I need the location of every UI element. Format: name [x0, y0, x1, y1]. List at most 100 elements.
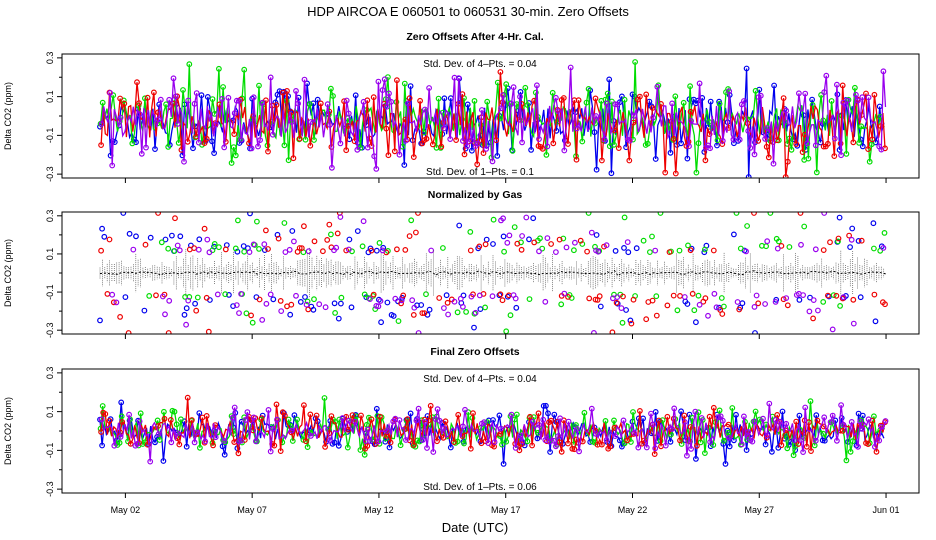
data-point-gas-2: [256, 245, 262, 252]
data-point-gas-1: [390, 313, 397, 319]
data-point-gas-3: [575, 97, 582, 104]
data-point-gas-1: [534, 435, 541, 442]
data-point-gas-3: [155, 109, 162, 116]
data-point-gas-1: [762, 441, 769, 448]
data-point-gas-4: [800, 449, 806, 456]
data-point-gas-3: [839, 427, 846, 434]
panels: Zero Offsets After 4-Hr. Cal. 0.3 0.1 -0.1 -…: [3, 31, 920, 515]
data-point-gas-4: [542, 298, 549, 305]
data-point-gas-2: [702, 450, 708, 457]
data-point-gas-3: [814, 417, 821, 424]
data-point-gas-4: [506, 232, 513, 239]
data-point-gas-4: [293, 292, 299, 299]
data-point-gas-4: [445, 311, 452, 318]
data-point-gas-2: [621, 96, 628, 103]
data-point-gas-3: [326, 221, 333, 228]
data-point-gas-4: [880, 244, 887, 251]
data-point-gas-1: [608, 170, 615, 177]
data-point-gas-3: [793, 418, 800, 425]
data-point-gas-1: [859, 143, 866, 150]
data-point-gas-1: [302, 294, 308, 300]
data-point-gas-3: [277, 298, 284, 304]
data-point-gas-1: [621, 244, 627, 251]
data-point-gas-4: [388, 98, 395, 105]
data-point-gas-4: [485, 440, 492, 447]
data-point-gas-3: [751, 212, 757, 216]
data-point-gas-1: [118, 399, 125, 406]
data-point-gas-4: [844, 97, 851, 104]
data-point-gas-2: [165, 245, 172, 252]
data-point-gas-3: [117, 95, 123, 102]
data-point-gas-4: [360, 218, 367, 225]
data-point-gas-1: [813, 412, 820, 419]
data-point-gas-1: [152, 439, 158, 446]
data-point-gas-1: [441, 95, 448, 102]
data-point-gas-4: [802, 404, 809, 411]
data-point-gas-4: [364, 426, 371, 433]
data-point-gas-1: [752, 330, 758, 334]
y-tick-label: 0.3: [45, 210, 55, 223]
data-point-gas-4: [823, 72, 830, 79]
data-point-gas-4: [367, 296, 373, 303]
data-point-gas-4: [267, 291, 274, 298]
y-tick-label: -0.1: [45, 443, 55, 459]
data-point-gas-2: [571, 247, 577, 254]
data-point-gas-4: [626, 137, 633, 144]
data-point-gas-1: [281, 88, 287, 95]
data-point-gas-4: [219, 95, 226, 102]
data-point-gas-4: [130, 246, 137, 253]
data-point-gas-4: [255, 143, 261, 150]
series-line-gas-4: [100, 67, 887, 170]
data-point-gas-4: [804, 140, 811, 147]
data-point-gas-4: [643, 444, 650, 451]
y-tick-label: -0.1: [45, 284, 55, 300]
data-point-gas-3: [531, 239, 538, 246]
data-point-gas-4: [536, 136, 542, 143]
data-point-gas-2: [560, 235, 567, 242]
data-point-gas-4: [812, 437, 819, 444]
data-point-gas-4: [872, 443, 878, 450]
data-point-gas-3: [846, 232, 852, 239]
data-point-gas-3: [725, 421, 732, 428]
data-point-gas-4: [751, 418, 758, 425]
data-point-gas-4: [766, 400, 773, 407]
data-point-gas-3: [858, 237, 865, 244]
data-point-gas-1: [593, 166, 600, 173]
data-point-gas-3: [117, 314, 123, 320]
data-point-gas-1: [809, 96, 815, 103]
series-line-gas-2: [99, 61, 885, 173]
data-point-gas-2: [581, 409, 588, 416]
data-point-gas-2: [733, 212, 740, 216]
data-point-gas-2: [215, 65, 222, 72]
y-axis-label: Delta CO2 (ppm): [3, 239, 13, 307]
data-point-gas-4: [434, 406, 441, 413]
data-point-gas-4: [791, 437, 798, 444]
data-point-gas-3: [482, 241, 489, 248]
data-point-gas-4: [654, 83, 661, 90]
data-point-gas-4: [136, 418, 143, 425]
panel-2: Normalized by Gas 0.3 0.1 -0.1 -0.3 Delta CO2…: [3, 189, 920, 339]
data-point-gas-2: [196, 444, 203, 451]
data-point-gas-2: [372, 306, 379, 313]
data-point-gas-2: [209, 96, 216, 102]
data-point-gas-3: [398, 300, 405, 307]
data-point-gas-4: [500, 215, 507, 222]
data-point-gas-1: [743, 65, 750, 72]
data-point-gas-1: [97, 317, 103, 324]
data-point-gas-3: [643, 316, 650, 323]
data-point-gas-3: [573, 156, 580, 163]
data-point-gas-3: [370, 291, 377, 298]
data-point-gas-2: [330, 93, 336, 99]
data-point-gas-4: [381, 76, 388, 83]
x-tick-label: May 02: [111, 505, 141, 515]
data-point-gas-1: [547, 449, 553, 455]
panel-1: Zero Offsets After 4-Hr. Cal. 0.3 0.1 -0.1 -…: [3, 31, 920, 183]
data-point-gas-2: [243, 310, 250, 317]
data-point-gas-4: [747, 144, 754, 151]
data-point-gas-2: [695, 140, 702, 147]
data-point-gas-4: [734, 299, 741, 305]
data-point-gas-4: [455, 75, 462, 81]
data-point-gas-4: [603, 437, 610, 443]
data-point-gas-3: [263, 227, 269, 234]
data-point-gas-4: [301, 76, 308, 83]
